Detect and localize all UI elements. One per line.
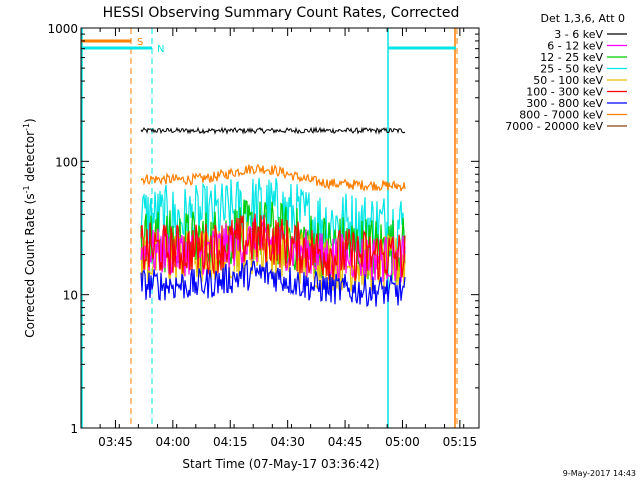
y-axis-ticks: 1 10 100 1000 [47, 22, 479, 436]
x-tick-label: 04:15 [213, 435, 248, 449]
series-line-0 [140, 126, 406, 135]
legend-label: 25 - 50 keV [540, 63, 603, 76]
legend-label: 50 - 100 keV [533, 74, 603, 87]
series-line-6 [140, 259, 406, 308]
legend-label: 6 - 12 keV [547, 40, 603, 53]
y-tick-label: 1000 [47, 22, 78, 36]
legend-label: 800 - 7000 keV [519, 109, 603, 122]
n-marker-label: N [157, 44, 164, 55]
series-line-3 [140, 177, 406, 259]
x-tick-label: 03:45 [98, 435, 133, 449]
legend-label: 12 - 25 keV [540, 51, 603, 64]
footer-date: 9-May-2017 14:43 [563, 469, 636, 478]
x-axis-ticks: 03:45 04:00 04:15 04:30 04:45 05:00 05:15 [80, 28, 478, 449]
series-line-7 [140, 163, 406, 192]
x-axis-label: Start Time (07-May-17 03:36:42) [182, 457, 379, 471]
y-tick-label: 10 [63, 289, 78, 303]
x-tick-label: 04:30 [270, 435, 305, 449]
x-tick-label: 04:45 [328, 435, 363, 449]
series-line-5 [140, 213, 406, 281]
x-tick-label: 04:00 [156, 435, 191, 449]
x-tick-label: 05:00 [385, 435, 420, 449]
chart-title: HESSI Observing Summary Count Rates, Cor… [103, 5, 460, 21]
x-tick-label: 05:15 [443, 435, 478, 449]
y-axis-label: Corrected Count Rate (s-1 detector-1) [22, 118, 37, 337]
legend-label: 3 - 6 keV [554, 28, 603, 41]
legend-label: 7000 - 20000 keV [505, 120, 603, 133]
y-tick-label: 100 [55, 155, 78, 169]
legend-label: 100 - 300 keV [526, 86, 603, 99]
plot-frame [80, 27, 480, 429]
legend-title: Det 1,3,6, Att 0 [541, 12, 625, 25]
series-line-1 [140, 217, 406, 283]
y-tick-label: 1 [70, 422, 78, 436]
s-marker-label: S [137, 37, 143, 48]
plot-area: SN [81, 28, 458, 428]
legend-label: 300 - 800 keV [526, 97, 603, 110]
